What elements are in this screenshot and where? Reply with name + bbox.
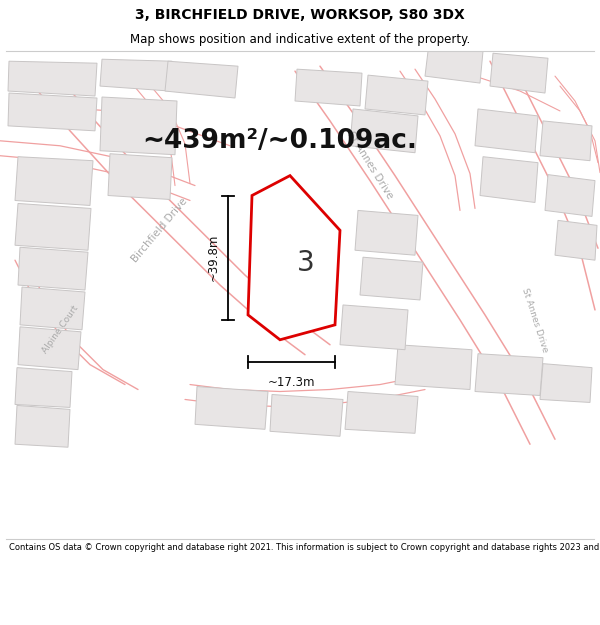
Polygon shape bbox=[18, 327, 81, 369]
Polygon shape bbox=[270, 394, 343, 436]
Polygon shape bbox=[8, 93, 97, 131]
Text: Alpine Court: Alpine Court bbox=[40, 304, 80, 356]
Text: 3, BIRCHFIELD DRIVE, WORKSOP, S80 3DX: 3, BIRCHFIELD DRIVE, WORKSOP, S80 3DX bbox=[135, 8, 465, 22]
Polygon shape bbox=[490, 53, 548, 93]
Polygon shape bbox=[15, 157, 93, 206]
Polygon shape bbox=[345, 391, 418, 433]
Polygon shape bbox=[355, 211, 418, 255]
Polygon shape bbox=[475, 109, 538, 152]
Polygon shape bbox=[545, 174, 595, 216]
Polygon shape bbox=[480, 157, 538, 202]
Polygon shape bbox=[165, 61, 238, 98]
Polygon shape bbox=[20, 287, 85, 330]
Polygon shape bbox=[15, 406, 70, 447]
Polygon shape bbox=[540, 121, 592, 161]
Text: St Annes Drive: St Annes Drive bbox=[345, 130, 395, 201]
Polygon shape bbox=[365, 75, 428, 115]
Polygon shape bbox=[340, 305, 408, 350]
Text: Contains OS data © Crown copyright and database right 2021. This information is : Contains OS data © Crown copyright and d… bbox=[9, 542, 600, 551]
Polygon shape bbox=[350, 109, 418, 152]
Polygon shape bbox=[425, 51, 483, 83]
Text: St Annes Drive: St Annes Drive bbox=[520, 286, 550, 353]
Polygon shape bbox=[395, 345, 472, 389]
Text: ~17.3m: ~17.3m bbox=[268, 376, 315, 389]
Text: 3: 3 bbox=[297, 249, 315, 278]
Polygon shape bbox=[475, 354, 543, 396]
Polygon shape bbox=[555, 221, 597, 260]
Polygon shape bbox=[15, 368, 72, 408]
Polygon shape bbox=[100, 59, 172, 91]
Polygon shape bbox=[8, 61, 97, 96]
Text: Map shows position and indicative extent of the property.: Map shows position and indicative extent… bbox=[130, 34, 470, 46]
Polygon shape bbox=[360, 258, 423, 300]
Polygon shape bbox=[108, 154, 172, 199]
Polygon shape bbox=[295, 69, 362, 106]
Polygon shape bbox=[540, 364, 592, 403]
Polygon shape bbox=[195, 386, 268, 429]
Text: Birchfield Drive: Birchfield Drive bbox=[130, 196, 190, 264]
Polygon shape bbox=[18, 248, 88, 290]
Polygon shape bbox=[248, 176, 340, 340]
Polygon shape bbox=[15, 204, 91, 250]
Text: ~39.8m: ~39.8m bbox=[207, 234, 220, 281]
Polygon shape bbox=[100, 97, 177, 155]
Text: ~439m²/~0.109ac.: ~439m²/~0.109ac. bbox=[143, 127, 418, 154]
